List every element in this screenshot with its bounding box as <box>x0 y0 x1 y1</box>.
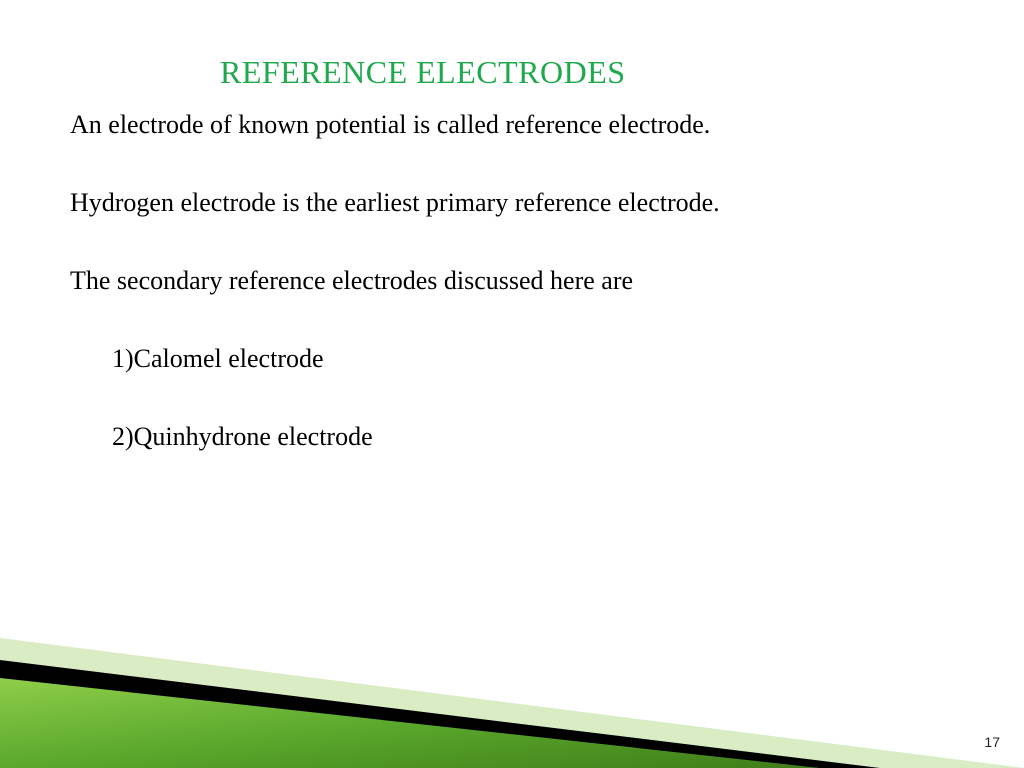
list-item-1: 1)Calomel electrode <box>112 344 324 374</box>
body-line-3: The secondary reference electrodes discu… <box>70 266 633 296</box>
list-item-2: 2)Quinhydrone electrode <box>112 422 373 452</box>
body-line-2: Hydrogen electrode is the earliest prima… <box>70 188 720 218</box>
slide: REFERENCE ELECTRODES An electrode of kno… <box>0 0 1024 768</box>
corner-decoration <box>0 588 1024 768</box>
page-number: 17 <box>984 734 1000 750</box>
decor-light-triangle <box>0 638 1024 768</box>
decor-green-triangle <box>0 678 820 768</box>
body-line-1: An electrode of known potential is calle… <box>70 110 710 140</box>
slide-title: REFERENCE ELECTRODES <box>220 54 626 91</box>
decor-black-triangle <box>0 660 880 768</box>
